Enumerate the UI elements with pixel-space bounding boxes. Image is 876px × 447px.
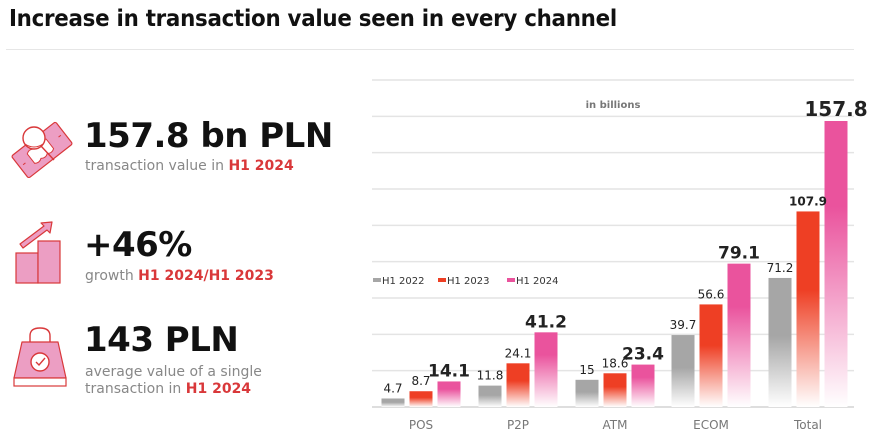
bar-total-h1-2022 [768,277,792,407]
bar-pos-h1-2023 [409,391,433,407]
kpi-transaction-value: 157.8 bn PLN transaction value in H1 202… [0,110,340,190]
legend-label: H1 2022 [382,276,425,287]
kpi-description-highlight: H1 2024 [228,158,294,174]
value-label: 24.1 [505,346,532,360]
value-label: 41.2 [525,312,567,332]
legend-swatch [438,278,446,282]
value-label: 71.2 [767,261,794,275]
category-label: POS [409,418,433,432]
category-labels: POS P2P ATM ECOM Total [409,418,822,432]
kpi-description-text: growth [85,268,139,284]
kpi-description: transaction value in H1 2024 [85,158,294,175]
value-label: 8.7 [411,374,430,388]
bar-atm-h1-2022 [575,379,599,407]
bar-p2p-h1-2024 [534,332,558,407]
shopping-bag-check-icon [13,327,67,387]
bar-pos-h1-2024 [437,381,461,407]
value-label: 18.6 [602,356,629,370]
bar-pos-h1-2022 [381,398,405,407]
money-magnifier-icon [11,121,73,178]
kpi-description-text: average value of a single transaction in [85,364,262,397]
category-label: Total [793,418,822,432]
bar-total-h1-2023 [796,211,820,407]
value-label: 107.9 [789,194,827,208]
bars [381,121,848,407]
bar-total-h1-2024 [824,121,848,407]
value-label: 14.1 [428,361,470,381]
kpi-value: +46% [84,225,192,265]
kpi-average-value: 143 PLN average value of a single transa… [0,320,340,430]
kpi-description: growth H1 2024/H1 2023 [85,268,274,285]
category-label: ECOM [693,418,729,432]
legend-label: H1 2024 [516,276,559,287]
bar-atm-h1-2024 [631,364,655,407]
value-label: 4.7 [383,381,402,395]
value-label: 11.8 [477,369,504,383]
kpi-description: average value of a single transaction in… [85,364,275,398]
unit-note: in billions [586,100,641,111]
bar-ecom-h1-2022 [671,335,695,407]
kpi-value: 157.8 bn PLN [84,116,333,156]
page-title: Increase in transaction value seen in ev… [9,6,617,32]
bar-atm-h1-2023 [603,373,627,407]
bar-ecom-h1-2024 [727,263,751,407]
legend: H1 2022 H1 2023 H1 2024 [373,276,559,287]
value-label: 157.8 [804,97,867,121]
category-label: ATM [603,418,628,432]
bar-p2p-h1-2022 [478,385,502,407]
kpi-description-highlight: H1 2024 [185,381,252,397]
category-label: P2P [507,418,529,432]
growth-chart-arrow-icon [15,221,61,284]
value-labels: 4.7 8.714.1 11.824.1 41.2 15 18.623.4 39.7 56.6… [383,97,867,395]
title-divider [6,49,854,50]
value-label: 56.6 [698,287,725,301]
value-label: 79.1 [718,244,760,264]
kpi-description-highlight: H1 2024/H1 2023 [138,268,274,284]
legend-swatch [507,278,515,282]
value-label: 15 [579,363,594,377]
legend-label: H1 2023 [447,276,490,287]
kpi-description-text: transaction value in [85,158,229,174]
kpi-growth: +46% growth H1 2024/H1 2023 [0,220,340,300]
legend-swatch [373,278,381,282]
value-label: 39.7 [670,318,697,332]
bar-p2p-h1-2023 [506,363,530,407]
kpi-value: 143 PLN [84,320,239,360]
value-label: 23.4 [622,345,664,365]
bar-ecom-h1-2023 [699,304,723,407]
